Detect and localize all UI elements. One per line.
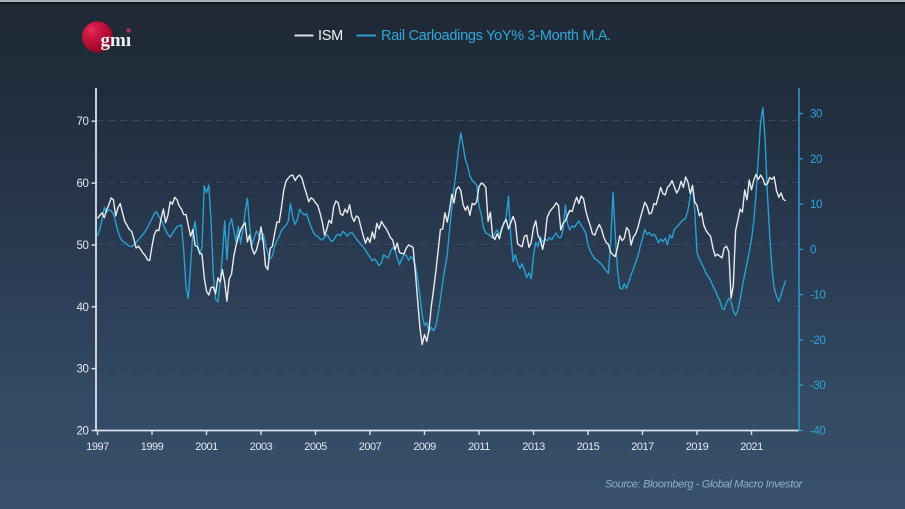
svg-text:50: 50: [77, 240, 89, 252]
svg-text:-10: -10: [810, 290, 825, 302]
svg-text:0: 0: [810, 244, 816, 256]
svg-text:Rail Carloadings YoY% 3-Month: Rail Carloadings YoY% 3-Month M.A.: [381, 28, 611, 44]
svg-text:20: 20: [810, 154, 822, 166]
svg-text:Source: Bloomberg - Global Mac: Source: Bloomberg - Global Macro Investo…: [605, 479, 804, 491]
svg-text:-20: -20: [810, 335, 825, 347]
svg-text:40: 40: [77, 302, 89, 314]
svg-text:60: 60: [77, 178, 89, 190]
svg-text:2015: 2015: [577, 441, 600, 453]
svg-text:2013: 2013: [522, 441, 545, 453]
svg-text:2001: 2001: [195, 441, 218, 453]
svg-text:30: 30: [810, 109, 822, 121]
svg-text:2017: 2017: [631, 441, 654, 453]
svg-text:70: 70: [77, 116, 89, 128]
svg-text:10: 10: [810, 199, 822, 211]
svg-text:ISM: ISM: [318, 28, 343, 44]
svg-text:2007: 2007: [359, 441, 382, 453]
svg-text:30: 30: [77, 364, 89, 376]
svg-text:gmı: gmı: [101, 30, 132, 51]
svg-text:2019: 2019: [686, 441, 709, 453]
svg-text:2011: 2011: [468, 441, 490, 453]
svg-text:2003: 2003: [250, 441, 273, 453]
svg-text:2005: 2005: [304, 441, 327, 453]
svg-text:-30: -30: [810, 380, 825, 392]
svg-text:1999: 1999: [141, 441, 164, 453]
svg-text:2009: 2009: [413, 441, 436, 453]
svg-text:1997: 1997: [86, 441, 109, 453]
svg-text:20: 20: [77, 426, 89, 438]
svg-text:2021: 2021: [740, 441, 763, 453]
svg-text:-40: -40: [810, 426, 825, 438]
